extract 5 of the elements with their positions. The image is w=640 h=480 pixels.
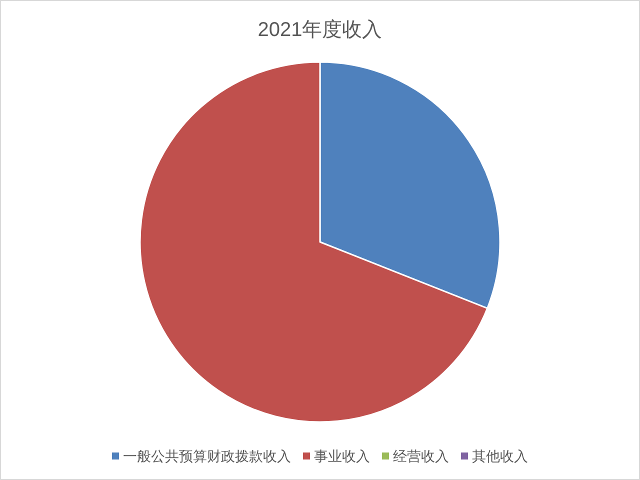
legend-label: 经营收入 [393, 448, 449, 464]
chart-title: 2021年度收入 [258, 19, 382, 41]
legend-label: 其他收入 [472, 448, 528, 464]
legend-label: 事业收入 [314, 448, 370, 464]
legend-label: 一般公共预算财政拨款收入 [123, 448, 291, 464]
